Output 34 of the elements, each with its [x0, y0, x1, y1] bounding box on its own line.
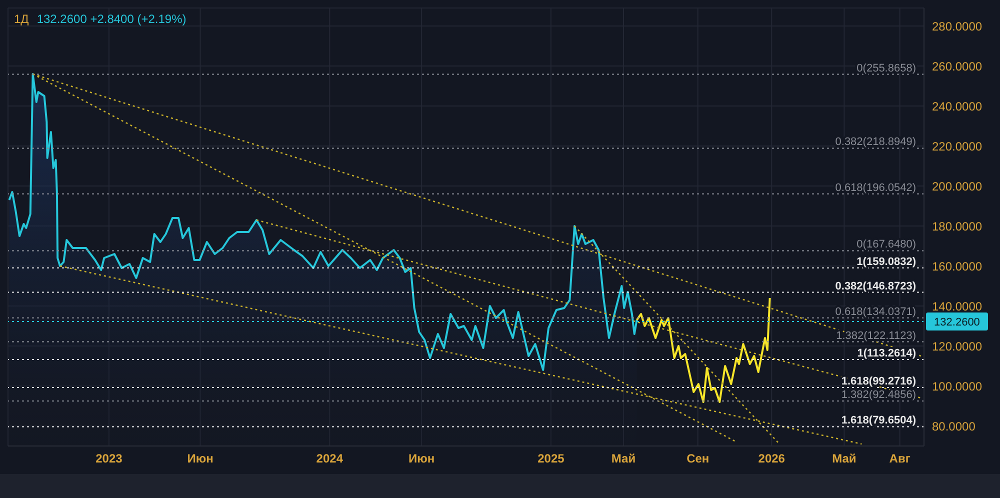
x-tick-label: Май [611, 452, 636, 466]
ref-line-label: 0.618(134.0371) [835, 306, 916, 318]
x-tick-label: Май [832, 452, 856, 466]
chart-subtitle: 132.2600 +2.8400 (+2.19%) [36, 12, 186, 26]
x-tick-label: Июн [187, 452, 214, 466]
ref-line-label: 1(113.2614) [857, 347, 916, 360]
ref-line-label: 1.382(92.4856) [841, 389, 916, 402]
y-tick-label: 240.0000 [932, 99, 982, 114]
x-tick-label: Сен [686, 452, 710, 466]
ref-line-label: 0.382(218.8949) [835, 136, 916, 148]
ref-line-label: 0(255.8658) [856, 62, 916, 74]
x-tick-label: 2023 [96, 452, 123, 466]
ref-line-label: 0(167.6480) [856, 238, 916, 251]
y-tick-label: 80.0000 [932, 419, 976, 434]
y-tick-label: 120.0000 [932, 339, 982, 354]
ref-line-label: 0.618(196.0542) [835, 182, 916, 194]
y-tick-label: 140.0000 [932, 299, 982, 314]
x-tick-label: 2026 [758, 452, 786, 466]
y-tick-label: 200.0000 [932, 179, 982, 194]
chart-title: 1Д [14, 12, 29, 26]
ref-line-label: 1.618(79.6504) [841, 414, 916, 427]
x-tick-label: Авг [889, 452, 910, 466]
y-tick-label: 100.0000 [932, 379, 982, 394]
y-tick-label: 280.0000 [932, 19, 982, 34]
y-tick-label: 260.0000 [932, 59, 982, 74]
y-tick-label: 160.0000 [932, 259, 982, 274]
ref-line-label: 1(159.0832) [856, 256, 916, 268]
ref-line-label: 132.2600 [934, 316, 980, 328]
x-tick-label: 2025 [538, 452, 565, 466]
y-tick-label: 180.0000 [932, 219, 982, 234]
x-tick-label: Июн [408, 452, 435, 466]
y-tick-label: 220.0000 [932, 139, 982, 154]
x-tick-label: 2024 [316, 452, 344, 466]
ref-line-label: 0.382(146.8723) [835, 280, 916, 292]
